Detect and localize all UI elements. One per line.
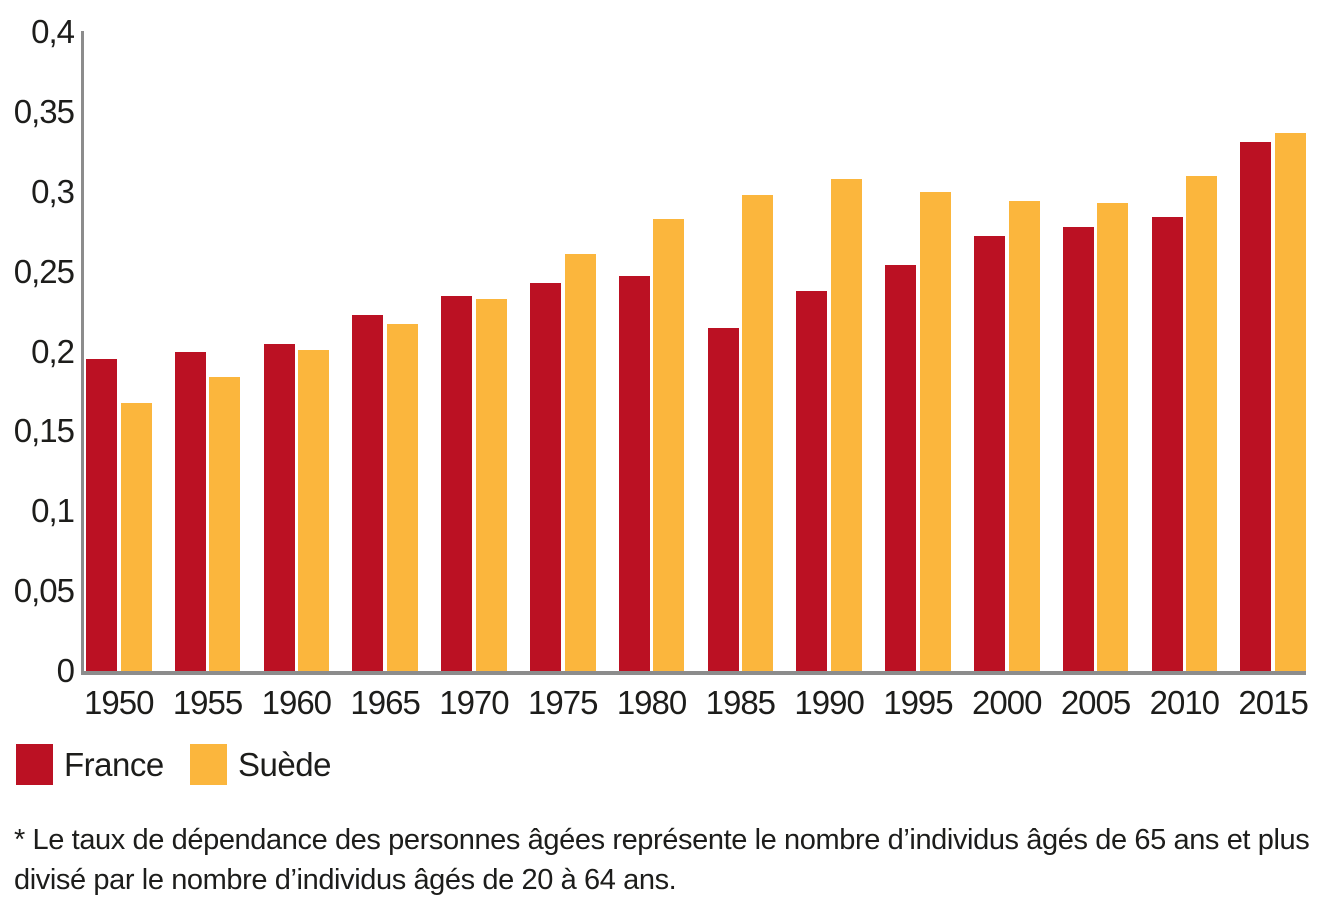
bar-suede-1995 [919,191,951,671]
y-tick-label: 0,4 [31,13,75,50]
bar-france-1975 [530,282,561,671]
bar-suede-1980 [653,218,685,671]
legend-item-france: France [16,744,164,785]
x-tick-label: 1955 [172,684,243,721]
bar-france-1970 [441,295,473,671]
france-swatch [16,744,53,785]
x-tick-label: 1985 [705,684,776,721]
y-tick-label: 0,25 [13,252,75,290]
bar-suede-2005 [1097,202,1129,671]
legend-label-suede: Suède [238,745,331,783]
bar-suede-1975 [564,254,596,671]
footnote-line-1: * Le taux de dépendance des personnes âg… [14,824,1310,856]
footnote-line-2: divisé par le nombre d’individus âgés de… [14,864,677,896]
bar-suede-2000 [1008,201,1040,671]
bar-suede-2015 [1274,132,1306,671]
x-tick-label: 1990 [794,684,864,721]
bar-france-1980 [618,276,650,671]
legend-label-france: France [64,745,164,783]
y-tick-label: 0,1 [31,492,75,530]
x-tick-label: 2000 [972,684,1042,721]
legend: France Suède [16,744,364,785]
x-tick-label: 1965 [350,684,420,721]
bar-suede-1965 [386,324,418,671]
y-tick-label: 0 [56,652,75,689]
x-tick-label: 1980 [616,684,687,721]
bar-france-1950 [86,359,117,671]
x-tick-label: 2010 [1149,684,1220,721]
bar-suede-1985 [742,194,774,671]
x-tick-label: 2005 [1060,684,1131,721]
bar-france-1990 [796,290,828,671]
legend-item-suede: Suède [190,744,338,785]
x-tick-label: 1960 [261,684,332,721]
bar-france-2010 [1151,217,1183,671]
y-tick-label: 0,2 [31,332,75,370]
x-tick-label: 1970 [439,684,509,721]
bar-france-2015 [1240,142,1272,671]
bar-france-1960 [263,343,295,671]
bar-suede-1960 [298,349,330,671]
y-tick-label: 0,3 [31,172,75,210]
y-axis-line [81,31,84,675]
bar-suede-2010 [1186,175,1218,671]
bar-france-2000 [974,236,1005,671]
bar-suede-1955 [209,377,241,671]
bar-france-1955 [174,351,206,671]
bar-france-1995 [885,265,917,671]
bar-suede-1990 [830,178,862,671]
footnote: * Le taux de dépendance des personnes âg… [14,820,1310,900]
x-tick-label: 1975 [528,684,598,721]
suede-swatch [190,744,227,785]
x-tick-label: 1995 [883,684,953,721]
x-tick-label: 1950 [84,684,154,721]
bar-suede-1950 [120,402,152,671]
bar-suede-1970 [475,298,507,671]
x-tick-label: 2015 [1238,684,1308,721]
y-tick-label: 0,15 [13,412,75,450]
bar-france-2005 [1062,226,1094,671]
bar-france-1985 [707,327,739,671]
y-tick-label: 0,05 [13,572,75,610]
bar-france-1965 [352,314,384,671]
y-tick-label: 0,35 [13,92,75,130]
x-axis-line [81,671,1306,675]
